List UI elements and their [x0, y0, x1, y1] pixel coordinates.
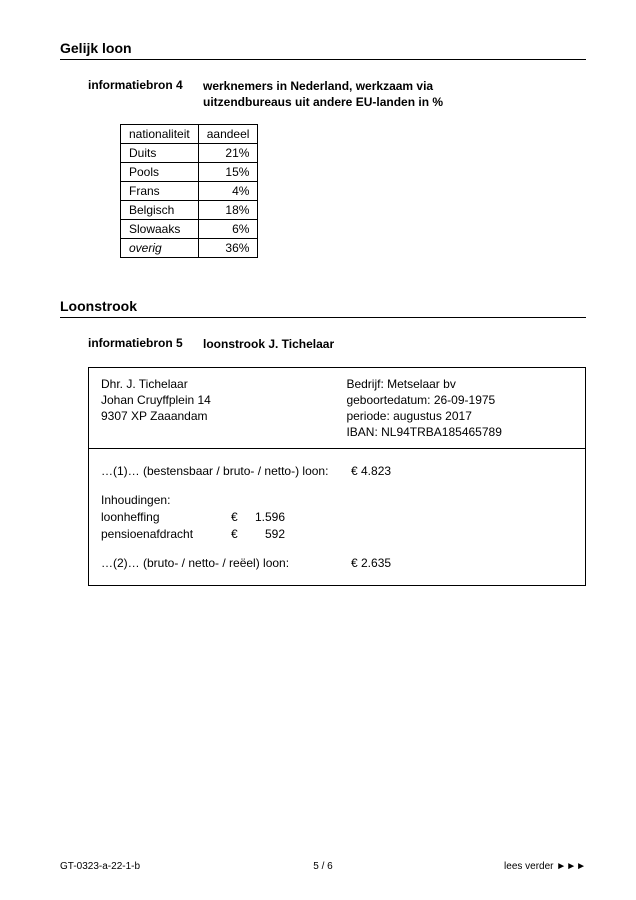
slip-company: Bedrijf: Metselaar bv [346, 376, 573, 392]
info-text-line1: werknemers in Nederland, werkzaam via [203, 79, 433, 93]
slip-iban: IBAN: NL94TRBA185465789 [346, 424, 573, 440]
pay-slip-meta: Bedrijf: Metselaar bv geboortedatum: 26-… [346, 376, 573, 441]
slip-period: periode: augustus 2017 [346, 408, 573, 424]
table-row: Frans 4% [121, 182, 258, 201]
euro-symbol: € [231, 509, 245, 526]
cell-nat: Pools [121, 163, 199, 182]
cell-val: 4% [198, 182, 258, 201]
pay-line-1-label: …(1)… (bestensbaar / bruto- / netto-) lo… [101, 463, 351, 480]
pay-slip-header: Dhr. J. Tichelaar Johan Cruyffplein 14 9… [89, 368, 585, 450]
cell-nat: overig [121, 239, 199, 258]
deduction-label: loonheffing [101, 509, 231, 526]
info-text-line2: uitzendbureaus uit andere EU-landen in % [203, 95, 443, 109]
col-share: aandeel [198, 125, 258, 144]
slip-addr1: Johan Cruyffplein 14 [101, 392, 346, 408]
info-text: werknemers in Nederland, werkzaam via ui… [203, 78, 443, 110]
cell-nat: Duits [121, 144, 199, 163]
deduction-label: pensioenafdracht [101, 526, 231, 543]
info-row: informatiebron 5 loonstrook J. Tichelaar [88, 336, 586, 352]
deductions-title: Inhoudingen: [101, 492, 573, 509]
info-label: informatiebron 5 [88, 336, 203, 352]
deduction-row: loonheffing € 1.596 [101, 509, 573, 526]
pay-line-1-amount: € 4.823 [351, 463, 391, 480]
col-nationality: nationaliteit [121, 125, 199, 144]
info-label: informatiebron 4 [88, 78, 203, 110]
page-footer: GT-0323-a-22-1-b 5 / 6 lees verder ►►► [60, 861, 586, 872]
table-row: Pools 15% [121, 163, 258, 182]
slip-birth: geboortedatum: 26-09-1975 [346, 392, 573, 408]
section-rule [60, 59, 586, 60]
footer-left: GT-0323-a-22-1-b [60, 861, 140, 872]
cell-val: 36% [198, 239, 258, 258]
info-row: informatiebron 4 werknemers in Nederland… [88, 78, 586, 110]
table-row: Slowaaks 6% [121, 220, 258, 239]
section-loonstrook: Loonstrook informatiebron 5 loonstrook J… [60, 298, 586, 586]
table-row: Belgisch 18% [121, 201, 258, 220]
pay-slip-body: …(1)… (bestensbaar / bruto- / netto-) lo… [89, 449, 585, 585]
cell-val: 15% [198, 163, 258, 182]
cell-nat: Slowaaks [121, 220, 199, 239]
section-rule [60, 317, 586, 318]
arrow-right-icon: ►►► [556, 861, 586, 872]
table-row: overig 36% [121, 239, 258, 258]
section-title: Loonstrook [60, 298, 586, 314]
cell-val: 21% [198, 144, 258, 163]
pay-line-2-label: …(2)… (bruto- / netto- / reëel) loon: [101, 555, 351, 572]
pay-line-2: …(2)… (bruto- / netto- / reëel) loon: € … [101, 555, 573, 572]
deduction-amount: 592 [245, 526, 285, 543]
slip-name: Dhr. J. Tichelaar [101, 376, 346, 392]
deduction-row: pensioenafdracht € 592 [101, 526, 573, 543]
pay-line-2-amount: € 2.635 [351, 555, 391, 572]
pay-slip: Dhr. J. Tichelaar Johan Cruyffplein 14 9… [88, 367, 586, 587]
footer-right-prefix: lees verder [504, 861, 553, 872]
footer-right: lees verder ►►► [504, 861, 586, 872]
info-text: loonstrook J. Tichelaar [203, 336, 334, 352]
table-row: Duits 21% [121, 144, 258, 163]
deduction-amount: 1.596 [245, 509, 285, 526]
section-gelijk-loon: Gelijk loon informatiebron 4 werknemers … [60, 40, 586, 258]
cell-val: 18% [198, 201, 258, 220]
euro-symbol: € [231, 526, 245, 543]
section-title: Gelijk loon [60, 40, 586, 56]
nationality-table: nationaliteit aandeel Duits 21% Pools 15… [120, 124, 258, 258]
table-header-row: nationaliteit aandeel [121, 125, 258, 144]
slip-addr2: 9307 XP Zaaandam [101, 408, 346, 424]
pay-line-1: …(1)… (bestensbaar / bruto- / netto-) lo… [101, 463, 573, 480]
cell-val: 6% [198, 220, 258, 239]
cell-nat: Belgisch [121, 201, 199, 220]
cell-nat: Frans [121, 182, 199, 201]
pay-slip-addressee: Dhr. J. Tichelaar Johan Cruyffplein 14 9… [101, 376, 346, 441]
